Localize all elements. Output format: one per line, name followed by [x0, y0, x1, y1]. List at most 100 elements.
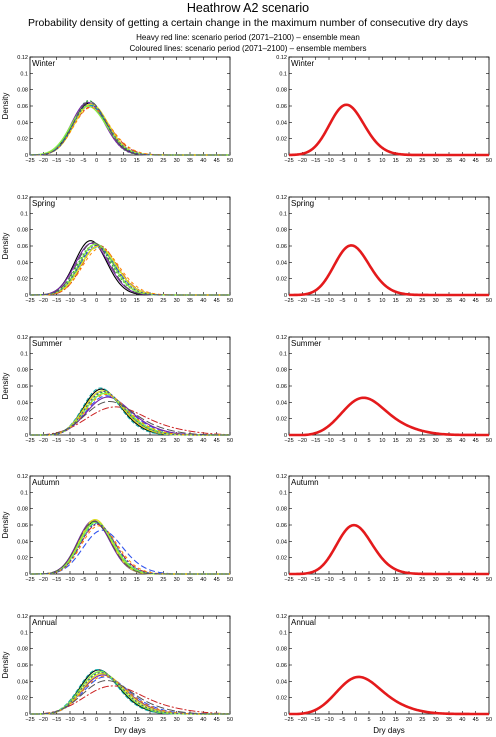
plot-frame	[29, 475, 231, 575]
x-tick-label: −15	[311, 298, 320, 304]
x-tick-label: 10	[379, 717, 385, 723]
x-tick-label: 35	[446, 438, 452, 444]
x-tick-label: 0	[95, 717, 98, 723]
x-tick-label: 10	[120, 438, 126, 444]
x-tick-label: 45	[473, 158, 479, 164]
y-tick-label: 0.06	[17, 384, 28, 390]
x-tick-label: −10	[324, 158, 333, 164]
x-tick-label: 30	[433, 717, 439, 723]
x-tick-label: 5	[367, 158, 370, 164]
x-tick-label: −15	[52, 438, 61, 444]
ensemble-member-line	[30, 523, 230, 575]
x-tick-label: 50	[227, 298, 233, 304]
ensemble-member-line	[30, 670, 230, 715]
y-tick-label: 0.1	[20, 630, 28, 636]
x-tick-label: 40	[459, 717, 465, 723]
ensemble-mean-line	[289, 396, 489, 437]
x-tick-label: 15	[393, 577, 399, 583]
x-tick-label: −5	[339, 717, 345, 723]
y-tick-label: 0.02	[17, 556, 28, 562]
y-tick-label: 0.1	[279, 630, 287, 636]
x-tick-label: 35	[187, 298, 193, 304]
y-tick-label: 0.08	[276, 228, 287, 234]
x-tick-label: −15	[311, 158, 320, 164]
x-tick-label: 15	[134, 438, 140, 444]
y-tick-label: 0.08	[276, 507, 287, 513]
y-tick-label: 0.08	[276, 368, 287, 374]
x-tick-label: 20	[406, 717, 412, 723]
y-tick-label: 0	[25, 153, 28, 159]
x-tick-label: 35	[446, 158, 452, 164]
y-tick-label: 0.04	[276, 400, 287, 406]
x-tick-label: 15	[134, 577, 140, 583]
ensemble-member-line	[30, 400, 230, 436]
x-tick-label: 20	[406, 577, 412, 583]
x-tick-label: 35	[187, 577, 193, 583]
x-tick-label: 45	[473, 717, 479, 723]
ensemble-mean-line	[288, 103, 489, 157]
y-tick-label: 0	[284, 293, 287, 299]
y-tick-label: 0.04	[276, 260, 287, 266]
x-tick-label: −25	[284, 717, 293, 723]
x-tick-label: 10	[120, 298, 126, 304]
x-tick-label: −20	[298, 158, 307, 164]
x-tick-label: 25	[419, 298, 425, 304]
x-tick-label: 30	[433, 438, 439, 444]
y-tick-label: 0	[25, 433, 28, 439]
x-tick-label: −25	[25, 717, 34, 723]
y-tick-label: 0.04	[276, 539, 287, 545]
y-tick-label: 0.02	[276, 417, 287, 423]
x-axis-label: Dry days	[114, 726, 146, 735]
y-tick-label: 0.08	[276, 88, 287, 94]
x-tick-label: 10	[120, 717, 126, 723]
x-tick-label: −5	[80, 158, 86, 164]
x-tick-label: 50	[227, 158, 233, 164]
ensemble-mean-line	[289, 523, 489, 576]
y-tick-label: 0.02	[17, 137, 28, 143]
x-tick-label: 35	[446, 577, 452, 583]
y-tick-label: 0.06	[276, 104, 287, 110]
x-tick-label: 50	[227, 717, 233, 723]
x-tick-label: 5	[367, 717, 370, 723]
ensemble-member-line	[30, 685, 231, 715]
y-tick-label: 0.1	[279, 211, 287, 217]
y-tick-label: 0	[284, 712, 287, 718]
x-tick-label: 5	[108, 438, 111, 444]
x-tick-label: 30	[174, 577, 180, 583]
x-tick-label: 50	[486, 298, 492, 304]
panel-summer-mean: 0 0.02 0.04 0.06 0.08 0.1 0.12 −25 −20 −15 −10 −5 0 5…	[276, 335, 492, 444]
y-tick-label: 0.04	[276, 120, 287, 126]
x-tick-label: 0	[354, 158, 357, 164]
x-tick-label: −5	[339, 158, 345, 164]
y-tick-label: 0.12	[276, 195, 287, 201]
ensemble-member-line	[30, 521, 230, 575]
y-tick-label: 0.08	[17, 228, 28, 234]
x-tick-label: −15	[311, 717, 320, 723]
x-tick-label: 5	[108, 298, 111, 304]
y-tick-label: 0.02	[276, 277, 287, 283]
x-tick-label: 20	[147, 298, 153, 304]
x-tick-label: 40	[459, 298, 465, 304]
ensemble-member-line	[30, 241, 230, 296]
y-tick-label: 0.1	[20, 490, 28, 496]
y-tick-label: 0.12	[276, 614, 287, 620]
y-tick-label: 0.02	[17, 417, 28, 423]
panel-spring-members: 0 0.02 0.04 0.06 0.08 0.1 0.12 −25 −20 −15 −10 −5 0 5…	[1, 195, 233, 304]
x-tick-label: 15	[134, 158, 140, 164]
x-tick-label: −20	[39, 298, 48, 304]
plot-frame	[288, 196, 490, 296]
y-tick-label: 0.04	[17, 400, 28, 406]
y-tick-label: 0.02	[276, 556, 287, 562]
panel-annual-mean: 0 0.02 0.04 0.06 0.08 0.1 0.12 −25 −20 −15 −10 −5 0 5…	[276, 614, 492, 735]
x-tick-label: 45	[473, 577, 479, 583]
x-tick-label: 40	[200, 577, 206, 583]
season-label: Spring	[32, 199, 55, 208]
y-tick-label: 0.04	[17, 260, 28, 266]
x-tick-label: −25	[284, 298, 293, 304]
y-tick-label: 0.06	[276, 663, 287, 669]
x-tick-label: 35	[187, 438, 193, 444]
x-tick-label: −10	[65, 298, 74, 304]
x-tick-label: 40	[459, 158, 465, 164]
x-tick-label: 20	[147, 577, 153, 583]
season-label: Autumn	[32, 478, 60, 487]
